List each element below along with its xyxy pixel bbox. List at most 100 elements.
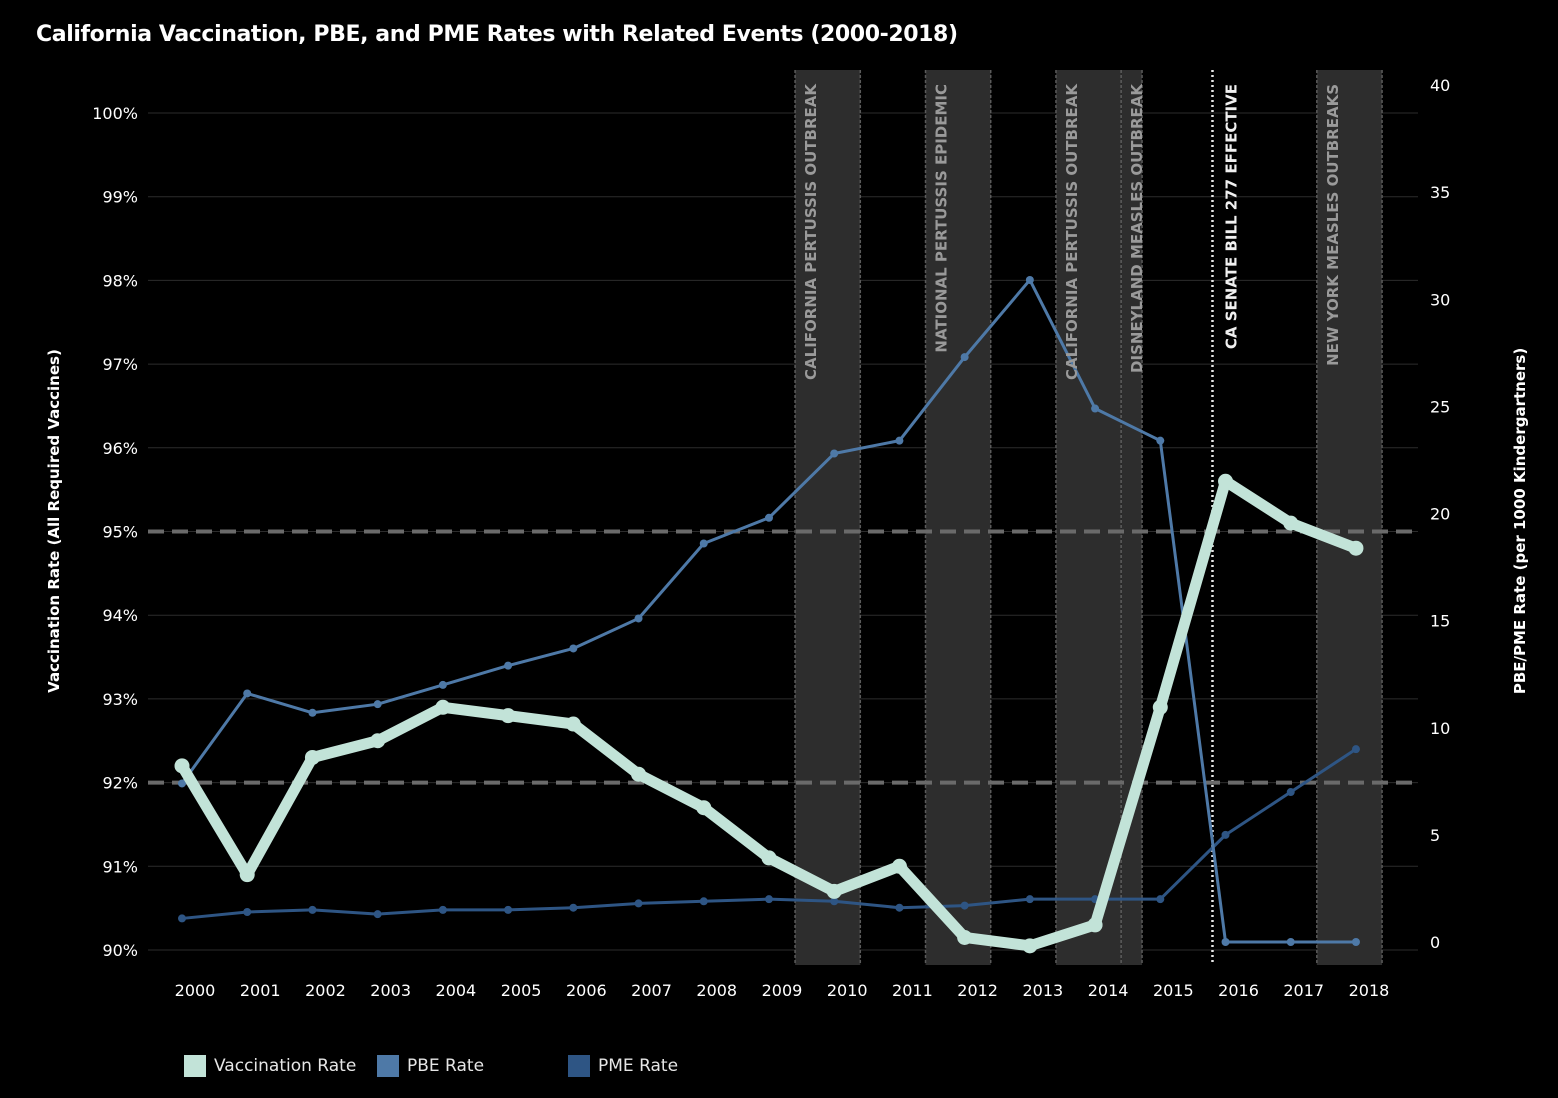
data-point-pbe-rate xyxy=(1286,938,1295,946)
legend-swatch-pme xyxy=(568,1055,590,1077)
y-left-tick-label: 93% xyxy=(102,690,138,709)
axes: 90% 91% 92% 93% 94% 95% 96% 97% 98% 99% 100% 0 5 10 15… xyxy=(45,76,1529,1000)
data-point-pbe-rate xyxy=(1156,436,1165,445)
x-tick-label: 2015 xyxy=(1153,981,1194,1000)
y-right-tick-label: 30 xyxy=(1430,290,1450,309)
y-left-tick-label: 99% xyxy=(102,188,138,207)
data-point-pbe-rate xyxy=(308,708,317,717)
x-tick-label: 2013 xyxy=(1023,981,1064,1000)
x-tick-label: 2007 xyxy=(631,981,672,1000)
y-left-tick-label: 90% xyxy=(102,941,138,960)
x-tick-label: 2001 xyxy=(240,981,281,1000)
data-point-vaccination-rate xyxy=(174,758,190,774)
data-point-pbe-rate xyxy=(569,644,578,653)
x-tick-label: 2017 xyxy=(1283,981,1324,1000)
data-point-pme-rate xyxy=(699,897,708,906)
event-band xyxy=(1316,70,1383,965)
data-point-vaccination-rate xyxy=(239,867,255,883)
data-point-pme-rate xyxy=(504,905,513,914)
event-bands xyxy=(794,70,1383,965)
y-right-tick-label: 10 xyxy=(1430,719,1450,738)
y-right-tick-label: 0 xyxy=(1430,933,1440,952)
event-label: CALIFORNIA PERTUSSIS OUTBREAK xyxy=(802,83,820,380)
x-tick-label: 2003 xyxy=(370,981,411,1000)
data-point-pme-rate xyxy=(1351,745,1360,754)
event-band xyxy=(925,70,991,965)
series-line-pbe-rate xyxy=(180,278,1358,944)
x-tick-label: 2012 xyxy=(957,981,998,1000)
data-point-pbe-rate xyxy=(699,539,708,548)
event-band xyxy=(795,70,861,965)
data-point-pbe-rate xyxy=(960,353,969,362)
y-left-axis-title: Vaccination Rate (All Required Vaccines) xyxy=(45,349,63,693)
data-point-vaccination-rate xyxy=(565,716,581,732)
y-left-tick-label: 94% xyxy=(102,606,138,625)
data-point-vaccination-rate xyxy=(1022,938,1038,954)
y-right-tick-label: 20 xyxy=(1430,505,1450,524)
data-point-vaccination-rate xyxy=(761,850,777,866)
legend-swatch-pbe xyxy=(377,1055,399,1077)
y-right-tick-label: 35 xyxy=(1430,183,1450,202)
data-point-pbe-rate xyxy=(895,436,904,445)
y-left-tick-label: 95% xyxy=(102,523,138,542)
data-point-pbe-rate xyxy=(634,614,643,623)
x-tick-label: 2008 xyxy=(696,981,737,1000)
data-point-pbe-rate xyxy=(1221,938,1230,946)
reference-lines xyxy=(148,529,1418,785)
data-point-pbe-rate xyxy=(504,661,513,670)
x-tick-label: 2014 xyxy=(1088,981,1129,1000)
data-point-pme-rate xyxy=(243,908,252,917)
data-point-vaccination-rate xyxy=(304,749,320,765)
x-tick-label: 2004 xyxy=(436,981,477,1000)
x-tick-label: 2002 xyxy=(305,981,346,1000)
data-point-vaccination-rate xyxy=(1348,540,1364,556)
y-right-tick-label: 25 xyxy=(1430,397,1450,416)
data-point-pme-rate xyxy=(178,914,186,923)
x-tick-label: 2006 xyxy=(566,981,607,1000)
event-band xyxy=(1055,70,1122,965)
y-left-tick-label: 97% xyxy=(102,355,138,374)
data-point-pme-rate xyxy=(1221,830,1230,839)
x-tick-label: 2009 xyxy=(762,981,803,1000)
x-tick-label: 2005 xyxy=(501,981,542,1000)
data-point-vaccination-rate xyxy=(1283,515,1299,531)
data-point-vaccination-rate xyxy=(1152,699,1168,715)
legend-swatch-vaccination xyxy=(184,1055,206,1077)
event-label: NEW YORK MEASLES OUTBREAKS xyxy=(1324,84,1342,366)
data-point-pme-rate xyxy=(960,901,969,910)
data-point-vaccination-rate xyxy=(1218,473,1234,489)
legend-label-pbe: PBE Rate xyxy=(407,1056,485,1076)
data-point-pbe-rate xyxy=(830,449,839,458)
data-point-vaccination-rate xyxy=(1087,917,1103,933)
data-point-pme-rate xyxy=(373,910,382,919)
data-point-vaccination-rate xyxy=(631,766,647,782)
x-tick-label: 2016 xyxy=(1218,981,1259,1000)
y-right-tick-label: 40 xyxy=(1430,76,1450,95)
legend-item-pbe: PBE Rate xyxy=(377,1055,484,1077)
data-point-pme-rate xyxy=(1156,895,1165,904)
event-band xyxy=(1121,70,1143,965)
event-label: CALIFORNIA PERTUSSIS OUTBREAK xyxy=(1063,83,1081,380)
data-point-vaccination-rate xyxy=(370,733,386,749)
data-point-pme-rate xyxy=(634,899,643,908)
x-tick-label: 2011 xyxy=(892,981,933,1000)
data-point-vaccination-rate xyxy=(696,800,712,816)
y-left-tick-label: 96% xyxy=(102,439,138,458)
y-left-tick-label: 91% xyxy=(102,857,138,876)
y-right-tick-label: 5 xyxy=(1430,826,1440,845)
data-point-pme-rate xyxy=(308,905,317,914)
data-point-pbe-rate xyxy=(178,779,186,788)
data-point-pbe-rate xyxy=(764,513,773,522)
data-point-pbe-rate xyxy=(373,700,382,709)
data-point-pbe-rate xyxy=(1351,938,1360,946)
event-label: CA SENATE BILL 277 EFFECTIVE xyxy=(1222,84,1240,349)
data-point-pme-rate xyxy=(1286,788,1295,797)
series-layer xyxy=(174,275,1364,954)
data-point-pme-rate xyxy=(438,905,447,914)
event-label: NATIONAL PERTUSSIS EPIDEMIC xyxy=(933,84,951,353)
y-left-tick-label: 92% xyxy=(102,774,138,793)
y-left-tick-label: 100% xyxy=(92,104,138,123)
y-right-axis-title: PBE/PME Rate (per 1000 Kindergartners) xyxy=(1511,348,1529,694)
chart-title: California Vaccination, PBE, and PME Rat… xyxy=(36,22,958,47)
